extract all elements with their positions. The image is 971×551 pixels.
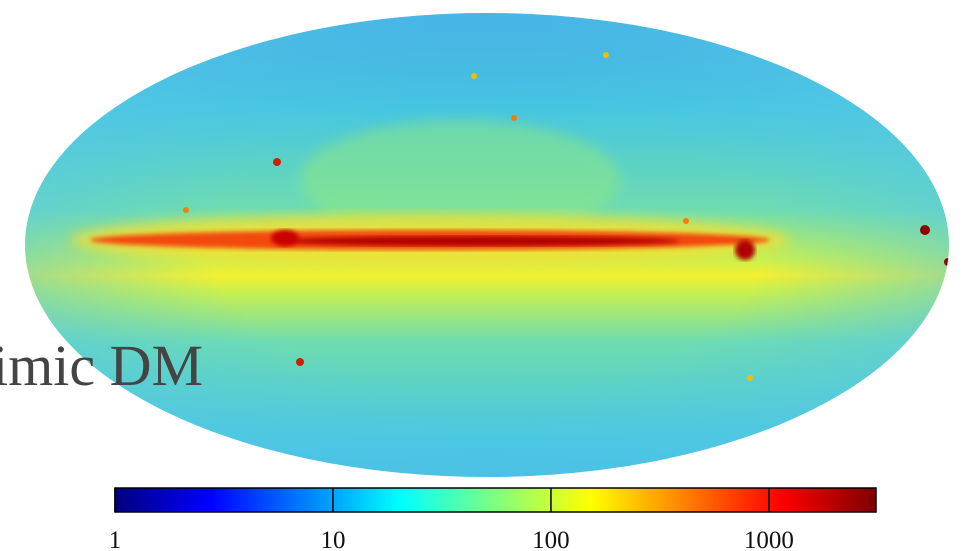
annotation: imic DM: [0, 333, 203, 398]
tick-label: 1000: [744, 527, 794, 551]
colorbar-gradient: [114, 487, 877, 513]
tick-label: 1: [109, 527, 122, 551]
colorbar: 1 10 100 1000: [109, 487, 877, 551]
tick-label: 100: [532, 527, 570, 551]
tick-label: 10: [320, 527, 345, 551]
